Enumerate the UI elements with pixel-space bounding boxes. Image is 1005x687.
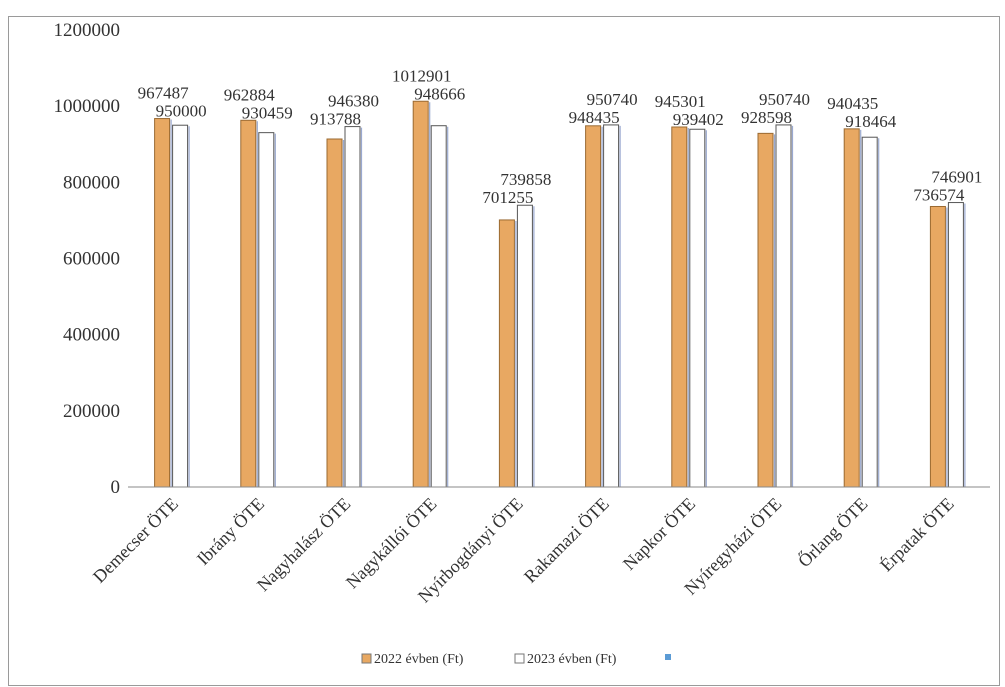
category-label: Ibrány ÖTE bbox=[193, 494, 268, 569]
category-label: Rakamazi ÖTE bbox=[520, 494, 613, 587]
data-label-2022: 1012901 bbox=[392, 66, 452, 85]
data-label-2023: 939402 bbox=[673, 110, 724, 129]
bar-2023 bbox=[689, 128, 706, 488]
legend-label: 2023 évben (Ft) bbox=[527, 652, 617, 667]
legend-label: 2022 évben (Ft) bbox=[374, 652, 464, 667]
legend: 2022 évben (Ft) 2023 évben (Ft) bbox=[361, 652, 671, 667]
bar-2022 bbox=[585, 125, 602, 488]
legend-swatch-extra bbox=[665, 654, 671, 660]
category-label: Érpatak ÖTE bbox=[875, 493, 957, 575]
bar-2023 bbox=[516, 204, 533, 488]
category-label: Nagykállói ÖTE bbox=[342, 494, 441, 593]
bar-2023 bbox=[258, 132, 275, 488]
bar-2022 bbox=[929, 205, 946, 488]
data-label-2023: 746901 bbox=[931, 168, 982, 187]
bar-2023 bbox=[861, 136, 878, 488]
category-label: Nagyhalász ÖTE bbox=[253, 494, 354, 595]
bar-2022 bbox=[154, 118, 171, 488]
y-tick-label: 200000 bbox=[63, 401, 120, 422]
data-label-2023: 948666 bbox=[414, 84, 465, 103]
y-tick-label: 1000000 bbox=[54, 96, 121, 117]
data-label-2022: 940435 bbox=[827, 94, 878, 113]
y-tick-label: 800000 bbox=[63, 172, 120, 193]
bar-2023 bbox=[775, 124, 792, 488]
data-label-2023: 950740 bbox=[759, 90, 810, 109]
y-tick-label: 0 bbox=[111, 477, 121, 498]
bar-2022 bbox=[757, 132, 774, 488]
data-label-2022: 913788 bbox=[310, 110, 361, 129]
bar-2022 bbox=[671, 126, 688, 488]
bar-2022 bbox=[240, 119, 257, 488]
bar-2022 bbox=[498, 219, 515, 488]
data-label-2022: 962884 bbox=[224, 85, 276, 104]
y-tick-label: 1200000 bbox=[54, 20, 121, 41]
y-tick-label: 600000 bbox=[63, 249, 120, 270]
data-label-2022: 945301 bbox=[655, 92, 706, 111]
bar-2022 bbox=[412, 100, 429, 488]
data-label-2022: 967487 bbox=[138, 84, 190, 103]
data-label-2023: 950000 bbox=[156, 102, 207, 121]
data-label-2023: 739858 bbox=[500, 170, 551, 189]
category-label: Napkor ÖTE bbox=[619, 494, 699, 574]
bar-2023 bbox=[430, 125, 447, 488]
data-label-2022: 928598 bbox=[741, 108, 792, 127]
y-tick-label: 400000 bbox=[63, 325, 120, 346]
data-label-2022: 736574 bbox=[913, 186, 965, 205]
data-label-2023: 918464 bbox=[845, 112, 897, 131]
data-label-2022: 948435 bbox=[569, 108, 620, 127]
category-label: Demecser ÖTE bbox=[89, 494, 182, 587]
bar-2023 bbox=[603, 124, 620, 488]
bar-2023 bbox=[947, 202, 964, 488]
legend-swatch bbox=[514, 653, 525, 664]
data-label-2023: 946380 bbox=[328, 92, 379, 111]
data-label-2023: 930459 bbox=[242, 103, 293, 122]
bar-2022 bbox=[843, 128, 860, 488]
data-label-2022: 701255 bbox=[482, 188, 533, 207]
bar-2023 bbox=[172, 124, 189, 488]
bar-2023 bbox=[344, 126, 361, 488]
legend-swatch bbox=[361, 653, 372, 664]
bar-group bbox=[154, 100, 966, 488]
y-axis-tick-labels: 0 200000 400000 600000 800000 1000000 1200000 bbox=[54, 20, 121, 498]
bar-2022 bbox=[326, 138, 343, 488]
category-label: Őrlang ÖTE bbox=[793, 493, 871, 571]
data-label-2023: 950740 bbox=[587, 90, 638, 109]
